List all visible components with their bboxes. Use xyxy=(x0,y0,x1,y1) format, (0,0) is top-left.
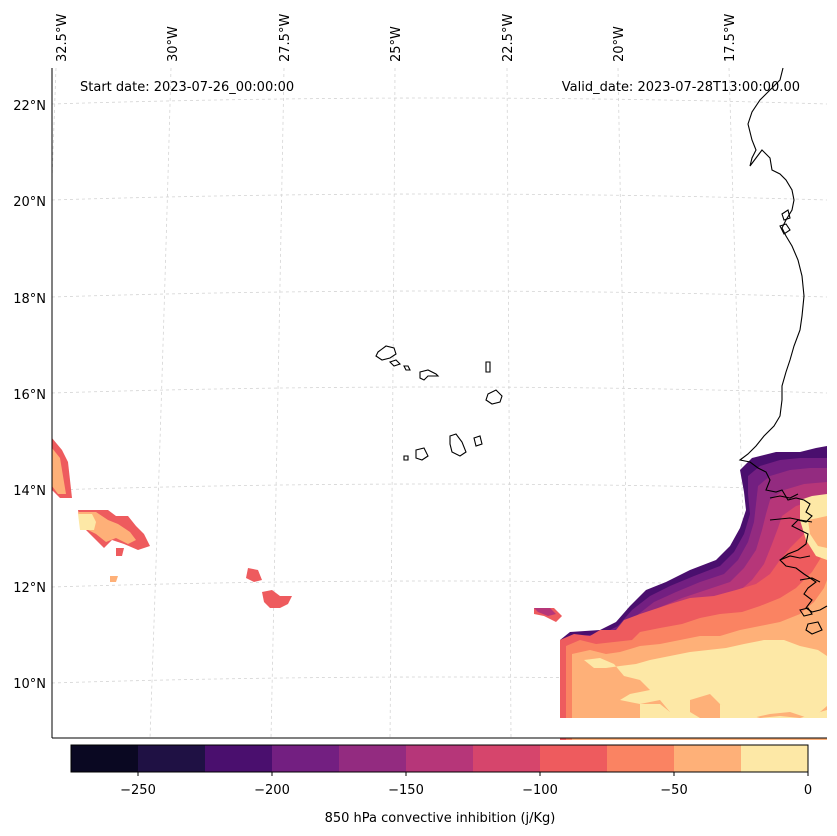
cin-patch xyxy=(116,548,124,556)
colorbar-tick-label: −150 xyxy=(388,783,424,798)
colorbar-segment xyxy=(741,745,809,772)
boa-vista-island xyxy=(485,389,503,405)
sal-island xyxy=(485,361,491,373)
cin-patch xyxy=(640,704,700,718)
colorbar-tick-label: −50 xyxy=(660,783,687,798)
cin-patch xyxy=(52,448,66,494)
sao-nicolau-island xyxy=(419,369,440,381)
colorbar-frame xyxy=(70,744,809,773)
parallel-18 xyxy=(51,290,828,298)
colorbar-segment xyxy=(138,745,206,772)
lat-label: 16°N xyxy=(13,388,46,403)
lat-label: 14°N xyxy=(13,484,46,499)
parallel-22 xyxy=(51,97,828,105)
lon-label: 25°W xyxy=(389,26,404,62)
no-data-strip xyxy=(560,718,827,738)
cin-patch xyxy=(584,640,827,718)
santo-antao-island xyxy=(375,345,397,361)
colorbar-segment xyxy=(674,745,742,772)
parallel-12 xyxy=(51,580,828,588)
colorbar-segment xyxy=(540,745,608,772)
santiago-island xyxy=(449,433,467,457)
cin-field-east xyxy=(534,446,827,740)
cin-field-west xyxy=(52,438,292,608)
maio-island xyxy=(473,435,483,447)
cin-patch xyxy=(78,514,96,530)
parallel-10 xyxy=(51,676,828,684)
start-date-text: Start date: 2023-07-26_00:00:00 xyxy=(80,80,294,95)
colorbar-tick-label: 0 xyxy=(804,783,812,798)
lat-label: 20°N xyxy=(13,195,46,210)
valid-date-text: Valid_date: 2023-07-28T13:00:00.00 xyxy=(562,80,800,95)
colorbar-segment xyxy=(473,745,541,772)
lat-label: 10°N xyxy=(13,677,46,692)
fogo-island xyxy=(415,447,429,461)
colorbar xyxy=(70,744,809,776)
lon-label: 27.5°W xyxy=(278,14,293,62)
lon-label: 17.5°W xyxy=(723,14,738,62)
colorbar-tick-label: −250 xyxy=(120,783,156,798)
colorbar-title: 850 hPa convective inhibition (j/Kg) xyxy=(325,811,556,826)
lat-label: 12°N xyxy=(13,581,46,596)
colorbar-tick-label: −100 xyxy=(522,783,558,798)
gambia-river xyxy=(769,493,821,583)
bissagos-islands xyxy=(799,607,823,635)
longitude-labels: 32.5°W 30°W 27.5°W 25°W 22.5°W 20°W 17.5… xyxy=(55,14,738,62)
colorbar-segment xyxy=(272,745,340,772)
colorbar-ticks: −250 −200 −150 −100 −50 0 xyxy=(120,783,812,798)
lon-label: 22.5°W xyxy=(501,14,516,62)
lon-label: 32.5°W xyxy=(55,14,70,62)
colorbar-segment xyxy=(607,745,675,772)
coastlines xyxy=(375,67,828,635)
santa-luzia-island xyxy=(403,365,411,371)
coastal-island xyxy=(779,209,791,235)
cin-patch xyxy=(246,568,262,582)
lon-label: 30°W xyxy=(166,26,181,62)
colorbar-segment xyxy=(406,745,474,772)
cin-patch xyxy=(720,704,827,718)
parallel-14 xyxy=(51,483,828,491)
colorbar-segment xyxy=(71,745,139,772)
lat-label: 18°N xyxy=(13,292,46,307)
africa-coastline xyxy=(738,67,828,613)
cin-patch xyxy=(110,576,118,582)
sao-vicente-island xyxy=(388,359,402,367)
latitude-labels: 22°N 20°N 18°N 16°N 14°N 12°N 10°N xyxy=(13,99,46,692)
brava-island xyxy=(403,455,409,461)
colorbar-tick-label: −200 xyxy=(254,783,290,798)
cin-patch xyxy=(534,608,556,616)
parallel-16 xyxy=(51,386,828,394)
parallel-20 xyxy=(51,193,828,201)
cin-patch xyxy=(262,590,292,608)
lon-label: 20°W xyxy=(612,26,627,62)
lat-label: 22°N xyxy=(13,99,46,114)
colorbar-segment xyxy=(339,745,407,772)
colorbar-segment xyxy=(205,745,273,772)
cin-patch xyxy=(808,516,827,548)
